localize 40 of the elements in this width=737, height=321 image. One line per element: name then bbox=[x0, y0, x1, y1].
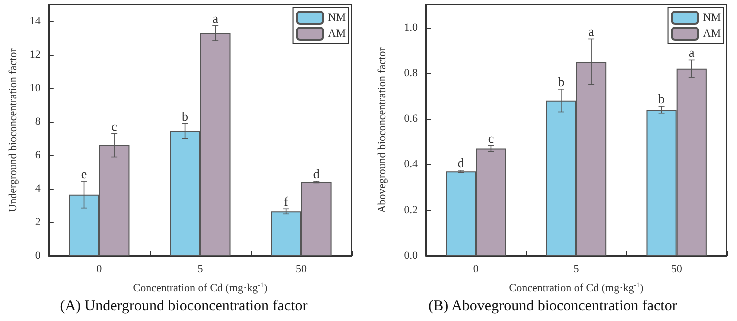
annotation: d bbox=[313, 166, 320, 182]
y-tick-label: 0.2 bbox=[404, 204, 418, 216]
y-axis-title: Aboveground bioconcentration factor bbox=[376, 47, 388, 214]
y-tick-label: 10 bbox=[30, 82, 42, 95]
annotation: b bbox=[658, 92, 666, 107]
y-tick-label: 0.0 bbox=[404, 250, 418, 262]
annotation: a bbox=[212, 10, 219, 26]
y-tick-label: 4 bbox=[35, 183, 42, 196]
y-tick-label: 8 bbox=[35, 116, 42, 128]
y-tick-label: 12 bbox=[30, 49, 41, 62]
text: (A) Underground bioconcentration factor bbox=[60, 298, 308, 314]
annotation: d bbox=[458, 155, 465, 170]
annotation: a bbox=[588, 24, 595, 40]
legend-label: AM bbox=[328, 28, 346, 40]
annotation: e bbox=[81, 166, 88, 182]
y-tick-label: 0 bbox=[35, 250, 42, 262]
annotation: c bbox=[488, 130, 494, 146]
x-tick-label: 50 bbox=[296, 264, 308, 276]
annotation: c bbox=[112, 118, 118, 134]
legend-label: NM bbox=[328, 12, 346, 24]
x-tick-label: 0 bbox=[473, 264, 480, 276]
y-axis-title: Underground bioconcentration factor bbox=[8, 48, 20, 212]
y-tick-label: 0.4 bbox=[404, 158, 418, 171]
x-tick-label: 50 bbox=[671, 264, 683, 276]
text: (B) Aboveground bioconcentration factor bbox=[428, 298, 678, 314]
x-tick-label: 5 bbox=[198, 264, 204, 276]
annotation: b bbox=[182, 108, 189, 124]
y-tick-label: 2 bbox=[35, 216, 41, 229]
annotation: b bbox=[558, 74, 565, 90]
y-tick-label: 0.6 bbox=[404, 113, 418, 126]
y-tick-label: 1.0 bbox=[404, 22, 418, 34]
legend-label: AM bbox=[703, 28, 722, 40]
y-tick-label: 0.8 bbox=[404, 67, 418, 80]
y-tick-label: 6 bbox=[35, 150, 42, 162]
x-tick-label: 5 bbox=[574, 264, 580, 276]
legend-label: NM bbox=[703, 12, 722, 24]
x-tick-label: 0 bbox=[96, 264, 103, 276]
y-tick-label: 14 bbox=[30, 16, 42, 28]
annotation: f bbox=[284, 194, 290, 210]
annotation: a bbox=[688, 45, 695, 60]
